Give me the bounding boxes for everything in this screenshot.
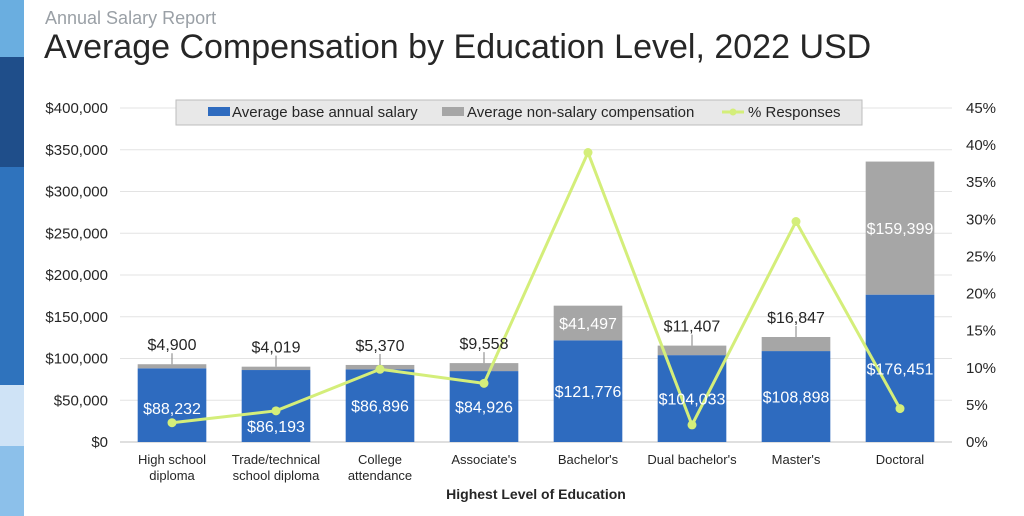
responses-point	[791, 217, 801, 227]
responses-point	[271, 406, 281, 416]
bar-base-salary	[241, 370, 311, 442]
strip-block	[0, 385, 24, 446]
data-labels: $88,232 $86,193 $86,896 $84,926 $121,776 $104…	[143, 221, 933, 436]
responses-series-line	[171, 148, 902, 429]
strip-block	[0, 275, 24, 385]
responses-point	[895, 404, 905, 414]
bar-base-salary	[553, 340, 623, 442]
y2-tick-label: 30%	[966, 211, 996, 228]
non-salary-label: $41,497	[559, 316, 617, 333]
x-tick-label: College	[358, 452, 402, 467]
responses-line	[167, 148, 905, 430]
base-salary-label: $86,193	[247, 419, 305, 436]
y-tick-label: $250,000	[45, 225, 108, 242]
non-salary-label: $11,407	[664, 319, 721, 336]
chart-title: Average Compensation by Education Level,…	[44, 28, 872, 66]
x-tick-label: diploma	[149, 468, 195, 483]
bar-non-salary	[449, 363, 519, 372]
y2-tick-label: 10%	[966, 360, 996, 377]
y-tick-label: $400,000	[45, 100, 108, 117]
legend-swatch-base	[208, 107, 230, 116]
base-salary-label: $108,898	[763, 390, 830, 407]
non-salary-label: $9,558	[460, 336, 509, 353]
bar-non-salary	[657, 345, 727, 356]
y-axis-right: 0% 5% 10% 15% 20% 25% 30% 35% 40% 45%	[966, 100, 996, 451]
x-tick-label: Doctoral	[876, 452, 925, 467]
bar-base-salary	[137, 368, 207, 442]
legend-box	[175, 99, 863, 126]
non-salary-label: $4,019	[252, 340, 301, 357]
non-salary-label: $159,399	[867, 221, 934, 238]
y-tick-label: $0	[91, 434, 108, 451]
bar-base-salary	[345, 369, 415, 442]
strip-block	[0, 446, 24, 516]
x-tick-label: Bachelor's	[558, 452, 619, 467]
y2-tick-label: 15%	[966, 323, 996, 340]
non-salary-label: $5,370	[356, 338, 405, 355]
x-tick-label: school diploma	[233, 468, 320, 483]
responses-point	[375, 364, 385, 374]
legend-swatch-non-salary	[442, 107, 464, 116]
strip-block	[0, 167, 24, 275]
base-salary-label: $86,896	[351, 399, 409, 416]
y-tick-label: $350,000	[45, 142, 108, 159]
report-subtitle: Annual Salary Report	[45, 8, 217, 28]
bar-non-salary	[761, 337, 831, 352]
x-tick-label: Associate's	[451, 452, 517, 467]
strip-block	[0, 57, 24, 167]
non-salary-label: $4,900	[148, 337, 197, 354]
y2-tick-label: 35%	[966, 174, 996, 191]
legend-label-non-salary: Average non-salary compensation	[467, 104, 694, 121]
y-tick-label: $100,000	[45, 351, 108, 368]
y-tick-label: $300,000	[45, 184, 108, 201]
legend-label-base: Average base annual salary	[232, 104, 418, 121]
bar-non-salary	[865, 161, 935, 295]
x-tick-label: Trade/technical	[232, 452, 321, 467]
x-axis-title: Highest Level of Education	[446, 486, 626, 502]
legend: Average base annual salary Average non-sa…	[175, 99, 863, 126]
x-tick-label: Dual bachelor's	[647, 452, 737, 467]
y2-tick-label: 20%	[966, 286, 996, 303]
y2-tick-label: 5%	[966, 397, 988, 414]
y-tick-label: $50,000	[54, 392, 108, 409]
y2-tick-label: 40%	[966, 137, 996, 154]
y-tick-label: $150,000	[45, 309, 108, 326]
base-salary-label: $88,232	[143, 401, 201, 418]
responses-point	[687, 420, 697, 430]
y-tick-label: $200,000	[45, 267, 108, 284]
responses-point	[167, 418, 177, 428]
base-salary-label: $84,926	[455, 400, 513, 417]
base-salary-label: $104,033	[659, 392, 726, 409]
y2-tick-label: 45%	[966, 100, 996, 117]
responses-point	[583, 148, 593, 158]
legend-label-responses: % Responses	[748, 104, 841, 121]
base-salary-label: $121,776	[555, 384, 622, 401]
x-tick-label: High school	[138, 452, 206, 467]
bar-non-salary	[137, 364, 207, 369]
non-salary-label: $16,847	[767, 310, 825, 327]
side-color-strip	[0, 0, 24, 516]
legend-marker-responses	[729, 108, 737, 116]
base-salary-label: $176,451	[867, 361, 934, 378]
responses-point	[479, 378, 489, 388]
x-tick-label: Master's	[772, 452, 821, 467]
bars	[137, 161, 935, 442]
y2-tick-label: 25%	[966, 248, 996, 265]
bar-non-salary	[241, 366, 311, 371]
x-tick-label: attendance	[348, 468, 412, 483]
bar-non-salary	[553, 305, 623, 341]
strip-block	[0, 0, 24, 57]
y-axis-left: $0 $50,000 $100,000 $150,000 $200,000 $250,00…	[45, 100, 108, 451]
y2-tick-label: 0%	[966, 434, 988, 451]
bar-base-salary	[761, 351, 831, 442]
